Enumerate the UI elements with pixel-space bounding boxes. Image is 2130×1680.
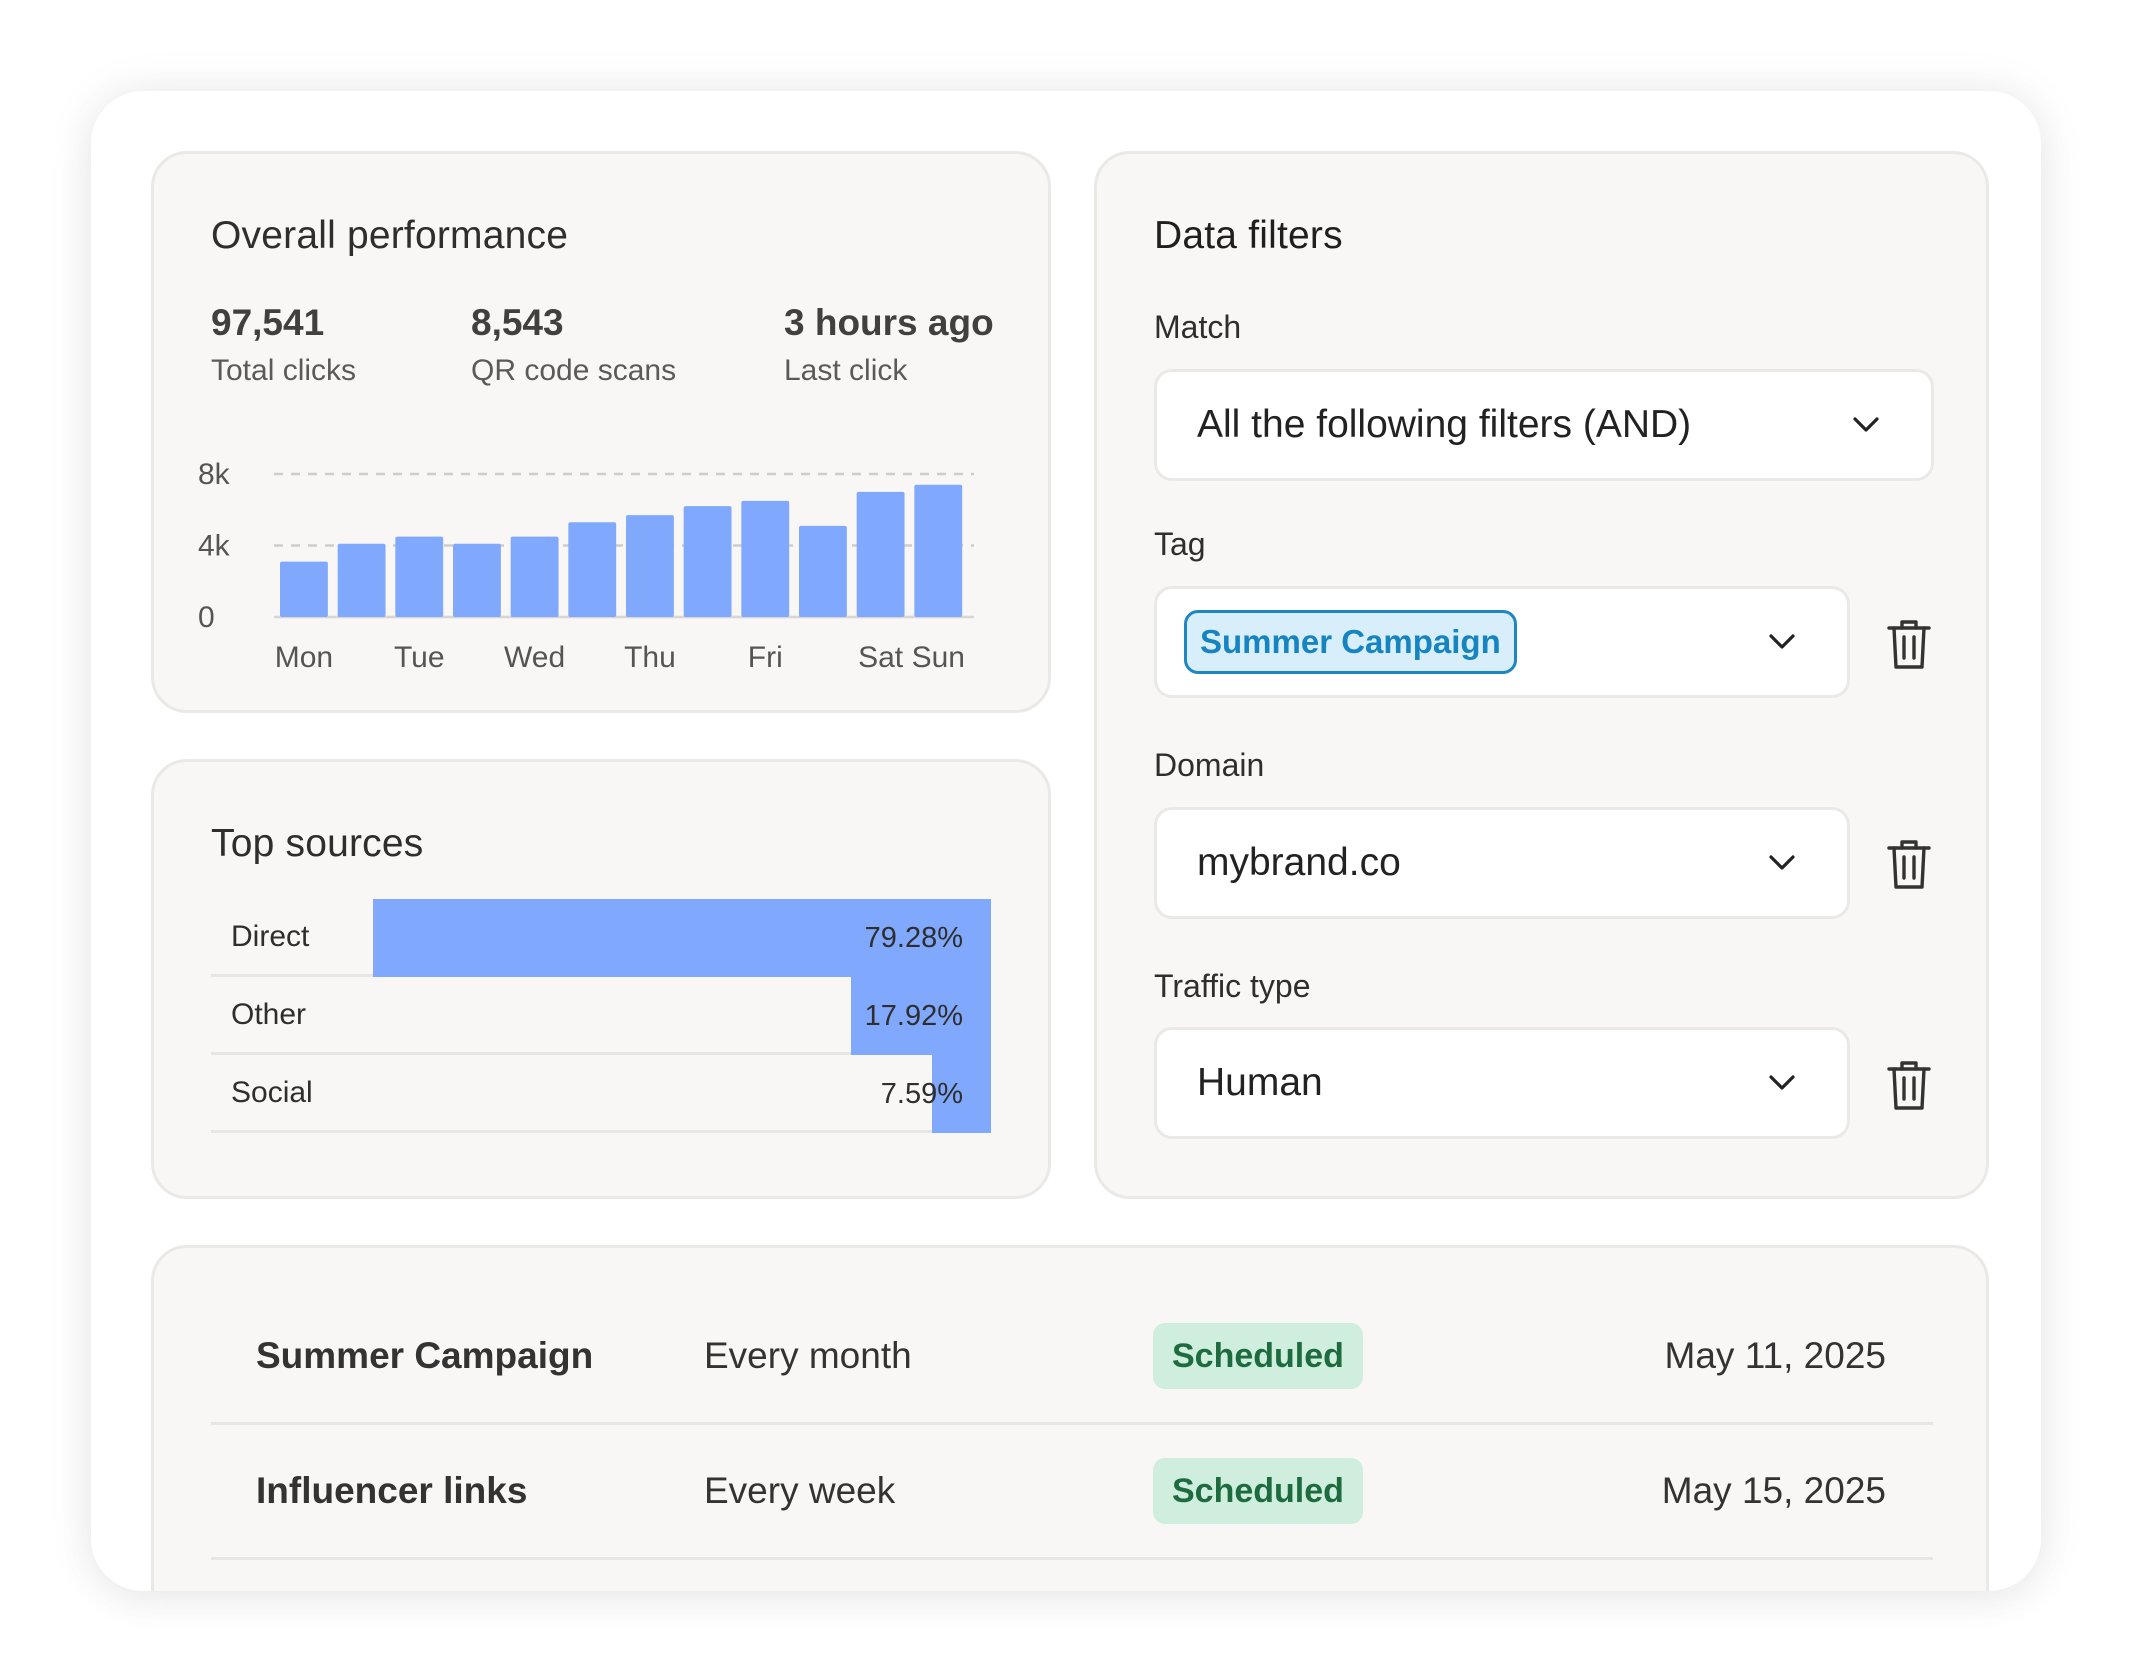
x-tick-label: Wed (504, 641, 565, 674)
schedule-frequency: Every week (704, 1470, 896, 1511)
dashboard-panel: Overall performance 97,541 Total clicks … (91, 91, 2041, 1591)
chart-bar (395, 536, 444, 617)
daily-clicks-bar-chart: 0 4k 8k Mon Tue Wed Thu Fri Sat Sun (198, 458, 974, 674)
overall-performance-card: Overall performance 97,541 Total clicks … (151, 151, 1051, 713)
chart-bar (453, 543, 501, 617)
chart-bar (683, 506, 732, 617)
x-tick-label: Thu (624, 641, 676, 674)
chevron-down-icon (1769, 1075, 1795, 1090)
stat-value: 3 hours ago (784, 302, 994, 343)
status-badge: Scheduled (1153, 1458, 1363, 1524)
y-tick-label: 0 (198, 601, 215, 634)
chart-bar (510, 536, 559, 617)
stat-label: Last click (784, 354, 908, 387)
status-badge: Scheduled (1153, 1323, 1363, 1389)
source-name: Social (231, 1076, 313, 1109)
source-percent: 7.59% (880, 1078, 963, 1110)
traffic-type-value: Human (1197, 1061, 1323, 1104)
source-row-other[interactable]: Other 17.92% (211, 977, 991, 1055)
chart-bar (741, 500, 790, 617)
domain-value: mybrand.co (1197, 841, 1401, 884)
x-tick-label: Mon (275, 641, 333, 674)
source-share-bar (851, 977, 991, 1055)
source-row-social[interactable]: Social 7.59% (211, 1055, 991, 1133)
chart-bar (568, 522, 617, 617)
traffic-type-select[interactable]: Human (1154, 1027, 1850, 1139)
y-tick-label: 8k (198, 458, 231, 491)
x-tick-label: Sat (858, 641, 904, 674)
trash-icon[interactable] (1885, 837, 1933, 891)
chart-bar (626, 515, 674, 617)
schedule-date: May 15, 2025 (1661, 1470, 1886, 1511)
tag-label: Tag (1154, 526, 1206, 562)
schedule-date: May 11, 2025 (1664, 1335, 1886, 1376)
source-share-bar (931, 1055, 991, 1133)
stat-total-clicks: 97,541 Total clicks (211, 302, 356, 388)
domain-select[interactable]: mybrand.co (1154, 807, 1850, 919)
chart-bar (856, 491, 905, 617)
schedule-name: Summer Campaign (256, 1335, 594, 1376)
data-filters-card: Data filters Match All the following fil… (1094, 151, 1989, 1199)
source-share-bar (372, 899, 991, 977)
stat-value: 8,543 (471, 302, 564, 343)
schedule-frequency: Every month (704, 1335, 912, 1376)
stat-last-click: 3 hours ago Last click (784, 302, 994, 388)
source-percent: 79.28% (864, 922, 963, 954)
tag-select[interactable]: Summer Campaign (1154, 586, 1850, 698)
chevron-down-icon (1769, 855, 1795, 870)
stat-value: 97,541 (211, 302, 325, 343)
scheduled-reports-card: Summer Campaign Every month Scheduled Ma… (151, 1245, 1989, 1591)
stat-label: QR code scans (471, 354, 677, 387)
x-tick-label: Tue (394, 641, 445, 674)
x-tick-label: Fri (748, 641, 783, 674)
y-tick-label: 4k (198, 530, 231, 563)
card-title: Overall performance (211, 214, 569, 257)
schedule-row[interactable]: Summer Campaign Every month Scheduled Ma… (211, 1290, 1933, 1425)
source-percent: 17.92% (864, 1000, 963, 1032)
card-title: Data filters (1154, 214, 1343, 257)
chart-bar (337, 543, 386, 617)
trash-icon[interactable] (1885, 617, 1933, 671)
chart-bar (914, 484, 963, 617)
stat-label: Total clicks (211, 354, 357, 387)
tag-chip[interactable]: Summer Campaign (1184, 610, 1517, 674)
chevron-down-icon (1853, 417, 1879, 432)
chevron-down-icon (1769, 634, 1795, 649)
schedule-row[interactable]: Influencer links Every week Scheduled Ma… (211, 1425, 1933, 1560)
trash-icon[interactable] (1885, 1058, 1933, 1112)
chart-bar (280, 561, 328, 617)
source-row-direct[interactable]: Direct 79.28% (211, 899, 991, 977)
chart-bar (799, 525, 847, 617)
traffic-type-label: Traffic type (1154, 968, 1311, 1004)
top-sources-card: Top sources Direct 79.28% Other 17.92% S… (151, 759, 1051, 1199)
match-label: Match (1154, 309, 1242, 345)
stat-qr-scans: 8,543 QR code scans (471, 302, 676, 388)
source-name: Other (231, 998, 307, 1031)
x-tick-label: Sun (912, 641, 965, 674)
match-value: All the following filters (AND) (1197, 403, 1692, 446)
domain-label: Domain (1154, 747, 1265, 783)
source-name: Direct (231, 920, 310, 953)
match-select[interactable]: All the following filters (AND) (1154, 369, 1934, 481)
schedule-name: Influencer links (256, 1470, 528, 1511)
card-title: Top sources (211, 822, 424, 865)
